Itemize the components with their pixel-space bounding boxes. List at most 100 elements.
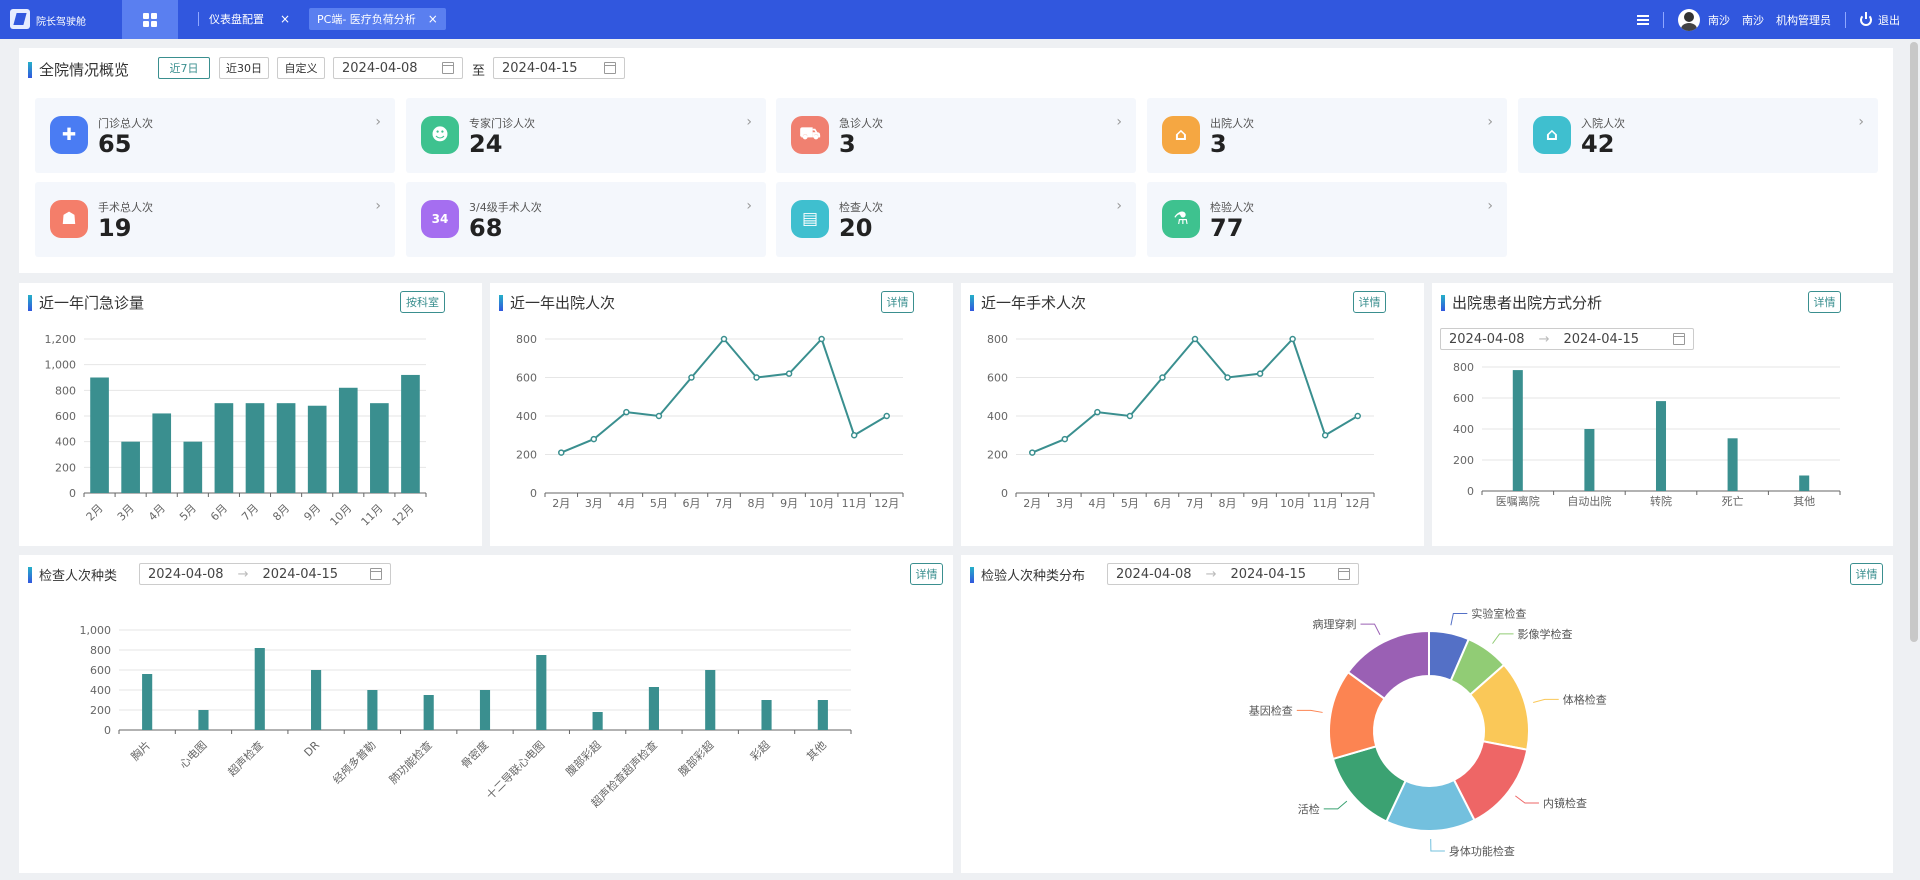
- stat-card[interactable]: ⛟ 急诊人次 3 ›: [776, 98, 1136, 173]
- x-tick-label: 4月: [617, 497, 635, 510]
- data-point: [590, 435, 598, 443]
- detail-button[interactable]: 详情: [1808, 291, 1841, 313]
- stat-card[interactable]: 34 3/4级手术人次 68 ›: [406, 182, 766, 257]
- bar: [142, 674, 153, 730]
- panel-title: 近一年门急诊量: [28, 292, 144, 313]
- bar: [214, 403, 234, 493]
- stat-card[interactable]: ▤ 检查人次 20 ›: [776, 182, 1136, 257]
- y-tick-label: 1,000: [80, 624, 112, 637]
- discharge-panel: 近一年出院人次 详情 0 200 400 600 800 2月 3月 4月 5月 6月 7月 8月 9月…: [490, 283, 953, 546]
- stat-card[interactable]: ⌂ 出院人次 3 ›: [1147, 98, 1507, 173]
- filter-30-days-button[interactable]: 近30日: [219, 57, 269, 79]
- bar: [276, 403, 296, 493]
- bar: [648, 687, 659, 730]
- filter-7-days-button[interactable]: 近7日: [158, 57, 210, 79]
- detail-button[interactable]: 详情: [881, 291, 914, 313]
- chevron-right-icon[interactable]: ›: [1858, 114, 1864, 130]
- x-tick-label: 2月: [1023, 497, 1041, 510]
- x-tick-label: 10月: [1280, 497, 1305, 510]
- level-34-icon: 34: [421, 200, 459, 238]
- tab-dashboard-config[interactable]: 仪表盘配置 ×: [198, 8, 290, 30]
- detail-button[interactable]: 详情: [910, 563, 943, 585]
- date-range-input[interactable]: 2024-04-08 → 2024-04-15: [1107, 563, 1359, 585]
- bar: [592, 712, 603, 730]
- tab-close-icon[interactable]: ×: [280, 12, 291, 26]
- detail-button[interactable]: 详情: [1850, 563, 1883, 585]
- tab-load-analysis[interactable]: PC端- 医疗负荷分析 ×: [309, 8, 446, 30]
- chevron-right-icon[interactable]: ›: [375, 198, 381, 214]
- stat-card[interactable]: ✚ 门诊总人次 65 ›: [35, 98, 395, 173]
- range-arrow-icon: →: [1205, 566, 1217, 582]
- stat-value: 65: [98, 130, 132, 158]
- bar: [1512, 370, 1523, 491]
- list-menu-icon[interactable]: [1637, 14, 1649, 25]
- apps-menu-button[interactable]: [122, 0, 178, 39]
- data-point: [1191, 335, 1199, 343]
- chevron-right-icon[interactable]: ›: [1116, 198, 1122, 214]
- x-tick-label: 10月: [809, 497, 834, 510]
- calendar-icon: [370, 568, 382, 580]
- org-name[interactable]: 南沙: [1742, 13, 1764, 27]
- detail-button[interactable]: 详情: [1353, 291, 1386, 313]
- y-tick-label: 200: [1453, 454, 1474, 467]
- bar: [423, 695, 434, 730]
- start-date-input[interactable]: 2024-04-08: [333, 57, 463, 79]
- clipboard-icon: ▤: [791, 200, 829, 238]
- end-date-input[interactable]: 2024-04-15: [493, 57, 625, 79]
- stat-card[interactable]: ⌂ 入院人次 42 ›: [1518, 98, 1878, 173]
- bar: [817, 700, 828, 730]
- calendar-icon: [442, 62, 454, 74]
- apps-grid-icon: [143, 12, 157, 27]
- stat-label: 出院人次: [1210, 117, 1254, 130]
- end-date-value: 2024-04-15: [502, 60, 578, 76]
- stat-value: 3: [839, 130, 856, 158]
- stat-card[interactable]: ⚗ 检验人次 77 ›: [1147, 182, 1507, 257]
- x-tick-label: 死亡: [1722, 494, 1744, 508]
- stat-value: 77: [1210, 214, 1244, 242]
- overview-title: 全院情况概览: [28, 59, 129, 80]
- chevron-right-icon[interactable]: ›: [1487, 198, 1493, 214]
- chevron-right-icon[interactable]: ›: [746, 198, 752, 214]
- divider: [1845, 11, 1846, 28]
- start-date-value: 2024-04-08: [1116, 566, 1192, 582]
- x-tick-label: 6月: [682, 497, 700, 510]
- exam-types-bar-chart: 0 200 400 600 800 1,000 胸片 心电图 超声检查 DR 经颅多普勒 肺功能检查骨…: [80, 624, 852, 810]
- filter-custom-button[interactable]: 自定义: [277, 57, 325, 79]
- chevron-right-icon[interactable]: ›: [375, 114, 381, 130]
- x-tick-label: 肺功能检查: [386, 738, 435, 787]
- bar: [1727, 438, 1738, 491]
- date-range-input[interactable]: 2024-04-08 → 2024-04-15: [139, 563, 391, 585]
- stat-value: 42: [1581, 130, 1615, 158]
- user-name[interactable]: 南沙: [1708, 13, 1730, 27]
- bar: [1584, 429, 1595, 491]
- panel-title: 检验人次种类分布: [970, 565, 1085, 584]
- chevron-right-icon[interactable]: ›: [746, 114, 752, 130]
- y-tick-label: 800: [55, 384, 76, 397]
- stat-card[interactable]: ☗ 手术总人次 19 ›: [35, 182, 395, 257]
- slice-label: 体格检查: [1563, 692, 1607, 706]
- chevron-right-icon[interactable]: ›: [1487, 114, 1493, 130]
- flask-icon: ⚗: [1162, 200, 1200, 238]
- stat-value: 24: [469, 130, 503, 158]
- x-tick-label: 9月: [1251, 497, 1269, 510]
- date-range-input[interactable]: 2024-04-08 → 2024-04-15: [1440, 328, 1694, 350]
- surgery-panel: 近一年手术人次 详情 0 200 400 600 800 2月 3月 4月 5月 6月 7月 8月 9月…: [961, 283, 1424, 546]
- stat-card[interactable]: ☻ 专家门诊人次 24 ›: [406, 98, 766, 173]
- avatar[interactable]: [1678, 8, 1700, 31]
- end-date-value: 2024-04-15: [1563, 331, 1640, 347]
- discharge-line-chart: 0 200 400 600 800 2月 3月 4月 5月 6月 7月 8月 9月 10月 11月 12月: [516, 333, 904, 510]
- page-scrollbar[interactable]: [1910, 42, 1918, 642]
- label-leader-line: [1296, 709, 1323, 713]
- chevron-right-icon[interactable]: ›: [1116, 114, 1122, 130]
- bar: [536, 655, 547, 730]
- data-point: [623, 408, 630, 416]
- user-role[interactable]: 机构管理员: [1776, 13, 1831, 27]
- by-department-button[interactable]: 按科室: [400, 291, 445, 313]
- bar: [761, 700, 772, 730]
- power-icon[interactable]: [1860, 11, 1872, 26]
- label-leader-line: [1533, 698, 1559, 703]
- tab-close-icon[interactable]: ×: [427, 12, 438, 26]
- logout-button[interactable]: 退出: [1878, 13, 1900, 27]
- doctor-group-icon: ☻: [421, 116, 459, 154]
- app-logo-icon: [10, 9, 30, 29]
